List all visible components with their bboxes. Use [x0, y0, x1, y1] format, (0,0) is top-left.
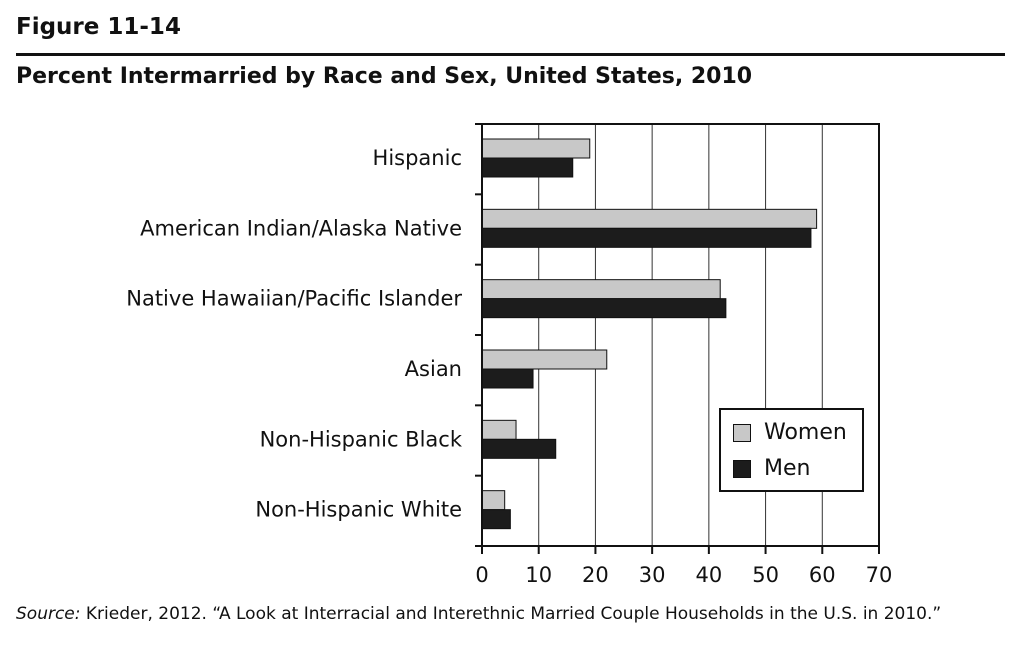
bar-women	[481, 490, 506, 511]
axes: 0 10 20 30 40 50 60 70	[475, 123, 893, 587]
category-label: American Indian/Alaska Native	[140, 216, 462, 240]
x-tick-label: 0	[475, 563, 488, 587]
bar-women	[481, 208, 818, 229]
legend-item-women: Women	[733, 420, 847, 445]
source-label: Source:	[16, 604, 81, 624]
bar-women	[481, 279, 721, 300]
chart-title: Percent Intermarried by Race and Sex, Un…	[16, 64, 753, 89]
x-tick-label: 40	[695, 563, 722, 587]
x-tick-label: 60	[809, 563, 836, 587]
figure-label: Figure 11-14	[16, 14, 181, 40]
x-tick-label: 20	[582, 563, 609, 587]
bar-chart: 0 10 20 30 40 50 60 70 Hispanic American Indian/…	[126, 123, 893, 587]
legend-swatch-women	[733, 423, 751, 442]
bar-men	[481, 368, 534, 389]
category-label: Non-Hispanic White	[255, 498, 462, 522]
bar-men	[481, 438, 557, 459]
category-label: Non-Hispanic Black	[260, 427, 463, 451]
legend-label-women: Women	[764, 420, 847, 445]
bar-women	[481, 349, 608, 370]
source-note: Source: Krieder, 2012. “A Look at Interr…	[16, 604, 941, 624]
legend-item-men: Men	[733, 456, 810, 481]
legend-label-men: Men	[764, 456, 811, 481]
source-text: Krieder, 2012. “A Look at Interracial an…	[80, 604, 942, 624]
category-label: Hispanic	[373, 146, 462, 170]
legend-swatch-men	[733, 459, 751, 478]
x-tick-label: 70	[866, 563, 893, 587]
x-tick-label: 30	[639, 563, 666, 587]
category-label: Native Hawaiian/Pacific Islander	[126, 287, 462, 311]
bar-men	[481, 298, 727, 319]
bar-men	[481, 509, 511, 530]
bar-men	[481, 227, 812, 248]
bar-women	[481, 138, 591, 159]
bar-women	[481, 419, 517, 440]
x-tick-label: 10	[525, 563, 552, 587]
category-label: Asian	[405, 357, 462, 381]
legend: Women Men	[719, 408, 864, 492]
bars	[481, 138, 818, 530]
bar-men	[481, 157, 574, 178]
category-labels: Hispanic American Indian/Alaska Native Nat…	[126, 146, 463, 522]
x-tick-label: 50	[752, 563, 779, 587]
title-rule	[16, 53, 1005, 56]
